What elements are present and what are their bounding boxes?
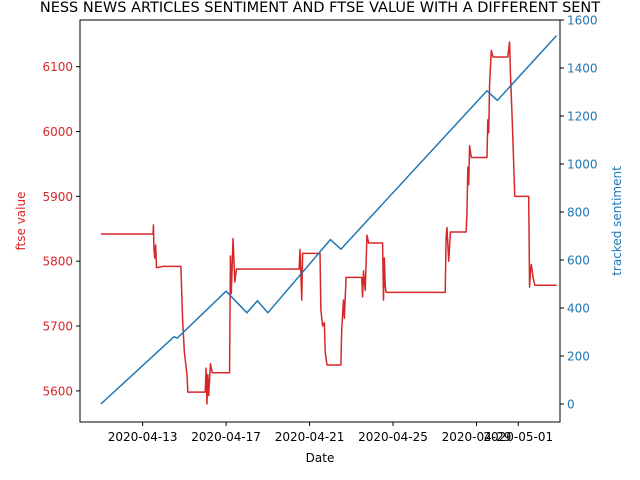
right-tick-label: 800 (567, 206, 590, 220)
x-tick-label: 2020-04-25 (358, 430, 428, 444)
x-tick-label: 2020-04-29 (442, 430, 512, 444)
right-tick-label: 1400 (567, 62, 598, 76)
series-layer (100, 35, 558, 405)
ftse-value-line (100, 41, 557, 405)
left-tick-label: 5700 (42, 320, 73, 334)
x-tick-label: 2020-05-01 (483, 430, 553, 444)
x-tick-label: 2020-04-17 (191, 430, 261, 444)
chart-title: NESS NEWS ARTICLES SENTIMENT AND FTSE VA… (40, 0, 600, 16)
x-tick-label: 2020-04-21 (275, 430, 345, 444)
tracked-sentiment-line (100, 35, 558, 405)
x-axis-ticks: 2020-04-13 2020-04-17 2020-04-21 2020-04-25… (108, 422, 553, 444)
x-axis-label: Date (306, 451, 335, 465)
left-tick-label: 6100 (42, 60, 73, 74)
left-tick-label: 5600 (42, 384, 73, 398)
x-tick-label: 2020-04-13 (108, 430, 178, 444)
right-tick-label: 200 (567, 350, 590, 364)
right-tick-label: 600 (567, 254, 590, 268)
left-tick-label: 5900 (42, 190, 73, 204)
left-axis-ticks: 5600 5700 5800 5900 6000 6100 (42, 60, 80, 398)
left-tick-label: 5800 (42, 255, 73, 269)
plot-frame (79, 19, 561, 423)
right-tick-label: 0 (567, 398, 575, 412)
right-axis-label: tracked sentiment (610, 166, 624, 276)
right-tick-label: 1000 (567, 158, 598, 172)
left-axis-label: ftse value (14, 192, 28, 251)
right-tick-label: 1200 (567, 110, 598, 124)
right-tick-label: 400 (567, 302, 590, 316)
right-axis-ticks: 0 200 400 600 800 1000 1200 1400 1600 (560, 14, 598, 412)
right-tick-label: 1600 (567, 14, 598, 28)
left-tick-label: 6000 (42, 125, 73, 139)
